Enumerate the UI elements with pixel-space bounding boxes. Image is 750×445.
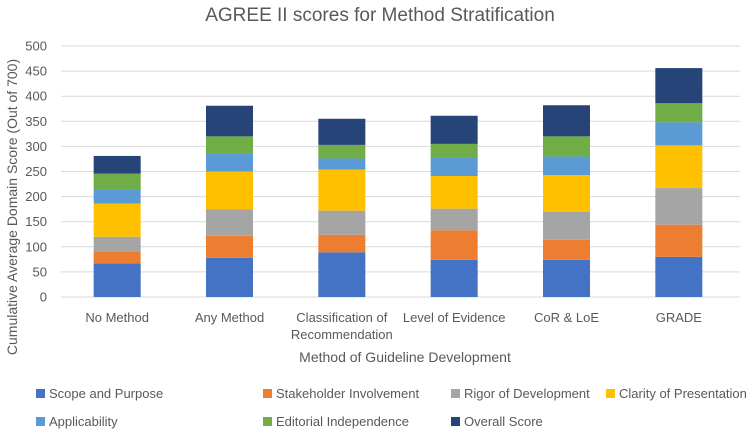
legend-item: Rigor of Development bbox=[451, 386, 590, 401]
y-tick-label: 100 bbox=[25, 239, 47, 254]
bars bbox=[93, 68, 703, 297]
bar-segment bbox=[543, 211, 590, 240]
bar-segment bbox=[430, 230, 478, 260]
bar-segment bbox=[543, 156, 590, 176]
x-category-label: GRADE bbox=[656, 310, 703, 325]
bar-segment bbox=[543, 136, 590, 157]
y-tick-label: 350 bbox=[25, 114, 47, 129]
bar-segment bbox=[543, 239, 590, 260]
bar-segment bbox=[318, 210, 366, 235]
y-tick-label: 50 bbox=[33, 264, 47, 279]
legend-label: Overall Score bbox=[464, 414, 543, 429]
y-axis-ticks: 0 50 100 150 200 250 300 350 400 450 500 bbox=[25, 39, 47, 305]
bar-segment bbox=[543, 105, 590, 137]
y-axis-title: Cumulative Average Domain Score (Out of … bbox=[4, 59, 20, 355]
bar-segment bbox=[430, 208, 478, 231]
bar-segment bbox=[430, 157, 478, 177]
x-category-label: Any Method bbox=[195, 310, 264, 325]
bar-segment bbox=[655, 103, 703, 123]
bar-segment bbox=[206, 257, 253, 297]
legend-label: Scope and Purpose bbox=[49, 386, 163, 401]
bar-segment bbox=[93, 236, 141, 252]
legend-item: Stakeholder Involvement bbox=[263, 386, 419, 401]
legend-item: Applicability bbox=[36, 414, 118, 429]
bar-segment bbox=[206, 171, 253, 210]
gridlines bbox=[61, 45, 740, 298]
x-category-label: No Method bbox=[85, 310, 149, 325]
legend-swatch bbox=[263, 389, 272, 398]
bar-segment bbox=[430, 259, 478, 297]
bar-segment bbox=[655, 188, 703, 225]
y-tick-label: 400 bbox=[25, 89, 47, 104]
bar-segment bbox=[93, 251, 141, 264]
bar-segment bbox=[318, 158, 366, 170]
y-tick-label: 500 bbox=[25, 39, 47, 54]
bar-segment bbox=[318, 234, 366, 253]
bar-segment bbox=[655, 145, 703, 189]
y-tick-label: 150 bbox=[25, 214, 47, 229]
legend-label: Rigor of Development bbox=[464, 386, 590, 401]
bar-segment bbox=[93, 189, 141, 204]
bar-segment bbox=[206, 153, 253, 172]
legend: Scope and Purpose Stakeholder Involvement… bbox=[36, 386, 747, 429]
x-axis-categories: No Method Any Method Classification of Reco… bbox=[85, 310, 702, 342]
legend-swatch bbox=[36, 417, 45, 426]
bar-segment bbox=[430, 143, 478, 158]
bar-segment bbox=[543, 259, 590, 297]
legend-item: Clarity of Presentation bbox=[606, 386, 747, 401]
legend-item: Scope and Purpose bbox=[36, 386, 163, 401]
bar-segment bbox=[93, 173, 141, 190]
bar-segment bbox=[206, 209, 253, 236]
x-category-label: CoR & LoE bbox=[534, 310, 599, 325]
y-tick-label: 200 bbox=[25, 189, 47, 204]
bar-segment bbox=[93, 155, 141, 174]
legend-item: Editorial Independence bbox=[263, 414, 409, 429]
bar-segment bbox=[93, 203, 141, 237]
y-tick-label: 450 bbox=[25, 64, 47, 79]
legend-label: Editorial Independence bbox=[276, 414, 409, 429]
legend-swatch bbox=[36, 389, 45, 398]
y-tick-label: 250 bbox=[25, 164, 47, 179]
bar-segment bbox=[206, 136, 253, 154]
legend-label: Stakeholder Involvement bbox=[276, 386, 419, 401]
bar-segment bbox=[430, 176, 478, 209]
legend-swatch bbox=[451, 389, 460, 398]
x-category-label: Classification of Recommendation bbox=[291, 310, 393, 342]
x-category-label: Level of Evidence bbox=[403, 310, 506, 325]
chart-title: AGREE II scores for Method Stratificatio… bbox=[205, 5, 555, 26]
bar-segment bbox=[655, 68, 703, 104]
bar-segment bbox=[430, 115, 478, 144]
bar-segment bbox=[206, 235, 253, 258]
bar-segment bbox=[318, 118, 366, 145]
legend-swatch bbox=[606, 389, 615, 398]
bar-segment bbox=[655, 224, 703, 257]
legend-swatch bbox=[263, 417, 272, 426]
legend-label: Applicability bbox=[49, 414, 118, 429]
bar-segment bbox=[655, 122, 703, 146]
bar-segment bbox=[318, 252, 366, 297]
legend-swatch bbox=[451, 417, 460, 426]
legend-item: Overall Score bbox=[451, 414, 543, 429]
bar-segment bbox=[206, 105, 253, 137]
bar-segment bbox=[318, 144, 366, 159]
bar-segment bbox=[93, 263, 141, 297]
bar-segment bbox=[318, 169, 366, 211]
bar-segment bbox=[543, 175, 590, 212]
x-axis-title: Method of Guideline Development bbox=[299, 349, 511, 365]
bar-segment bbox=[655, 256, 703, 297]
legend-label: Clarity of Presentation bbox=[619, 386, 747, 401]
y-tick-label: 300 bbox=[25, 139, 47, 154]
y-tick-label: 0 bbox=[40, 290, 47, 305]
